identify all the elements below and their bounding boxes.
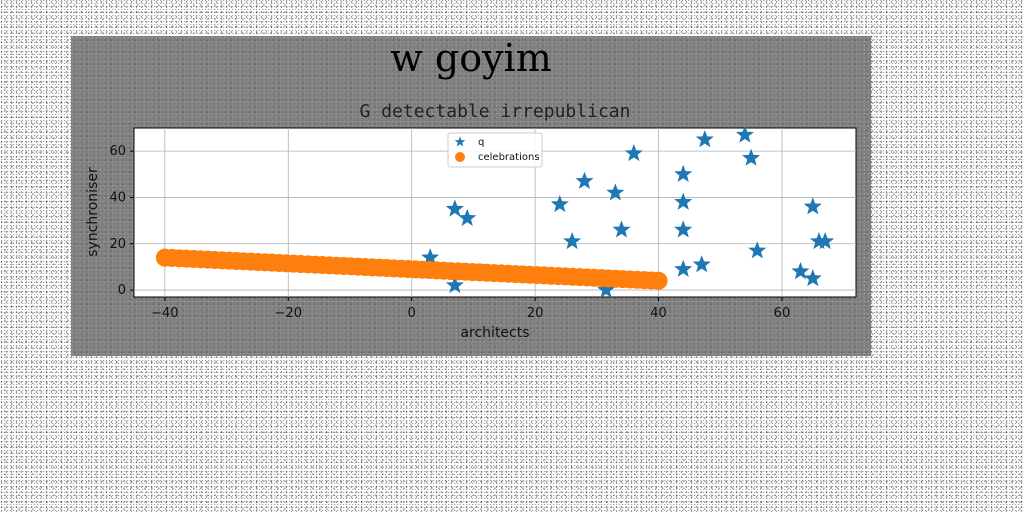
x-tick-label: 60	[774, 306, 791, 321]
legend-marker-celebrations	[455, 152, 465, 162]
data-point-q	[674, 192, 693, 210]
legend-star-icon	[454, 136, 466, 147]
y-tick-label: 60	[109, 144, 126, 159]
legend-marker-q	[454, 136, 466, 147]
chart-suptitle: w goyim	[390, 36, 552, 80]
axis-ticks: −40 −20 0 20 40 60 0 20 40 60	[109, 144, 790, 321]
legend-label-celebrations: celebrations	[478, 152, 540, 163]
y-tick-label: 0	[118, 283, 126, 298]
x-tick-label: −20	[275, 306, 302, 321]
data-point-q	[458, 208, 477, 226]
data-point-q	[575, 171, 594, 189]
legend: q celebrations	[447, 132, 543, 168]
data-point-celebrations	[649, 271, 668, 290]
x-tick-label: 0	[408, 306, 416, 321]
data-point-q	[445, 199, 464, 217]
data-point-q	[606, 183, 625, 201]
data-point-q	[748, 241, 767, 259]
x-tick-label: −40	[151, 306, 178, 321]
legend-label-q: q	[478, 137, 484, 148]
y-tick-label: 20	[109, 237, 126, 252]
x-tick-label: 40	[650, 306, 667, 321]
data-point-q	[674, 259, 693, 277]
data-point-q	[674, 220, 693, 238]
legend-box	[447, 132, 543, 168]
data-point-q	[803, 268, 822, 287]
data-point-q	[421, 248, 440, 266]
data-point-q	[692, 255, 711, 273]
data-point-q	[597, 280, 616, 298]
data-point-q	[563, 231, 582, 250]
data-point-q	[695, 130, 714, 148]
series-q	[421, 125, 835, 298]
data-point-q	[674, 164, 693, 182]
data-point-q	[624, 143, 643, 162]
data-point-q	[550, 194, 569, 213]
series-celebrations	[155, 248, 668, 290]
data-point-q	[816, 231, 835, 250]
data-point-q	[791, 262, 810, 280]
data-point-q	[735, 125, 754, 143]
data-point-q	[803, 197, 822, 215]
y-tick-label: 40	[109, 190, 126, 205]
data-point-q	[612, 220, 631, 238]
chart-title: G detectable irrepublican	[359, 101, 631, 122]
data-point-q	[742, 148, 761, 166]
data-point-q	[445, 275, 464, 294]
x-tick-label: 20	[527, 306, 544, 321]
y-axis-label: synchroniser	[85, 167, 101, 257]
x-axis-label: architects	[460, 325, 529, 341]
